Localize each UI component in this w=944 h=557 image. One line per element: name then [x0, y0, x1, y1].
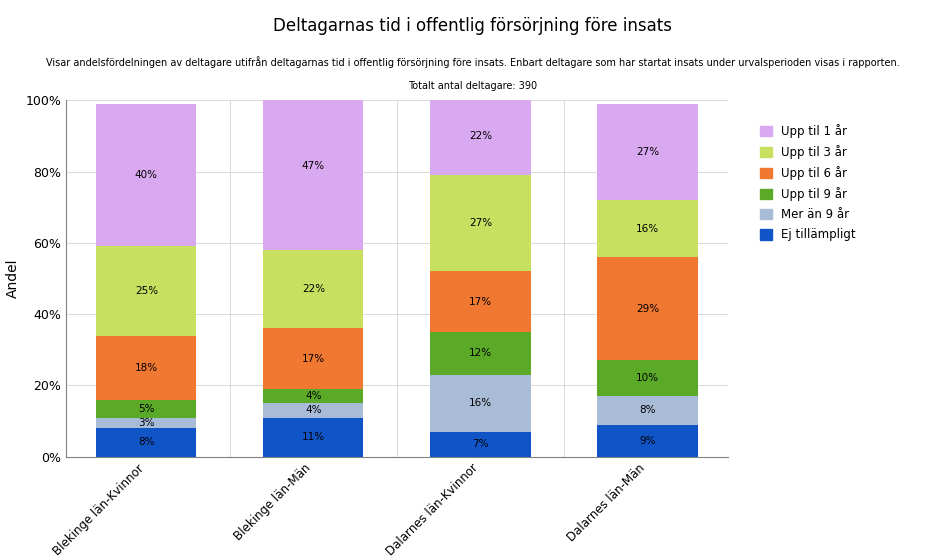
- Bar: [263, 389, 363, 403]
- Bar: [430, 432, 530, 457]
- Text: 4%: 4%: [305, 391, 321, 401]
- Bar: [263, 329, 363, 389]
- Text: 10%: 10%: [635, 373, 658, 383]
- Bar: [96, 246, 196, 335]
- Bar: [597, 257, 697, 360]
- Bar: [96, 428, 196, 457]
- Text: 11%: 11%: [301, 432, 325, 442]
- Text: 18%: 18%: [135, 363, 158, 373]
- Text: Totalt antal deltagare: 390: Totalt antal deltagare: 390: [408, 81, 536, 91]
- Bar: [263, 82, 363, 250]
- Bar: [430, 375, 530, 432]
- Bar: [96, 335, 196, 400]
- Bar: [263, 403, 363, 418]
- Bar: [597, 104, 697, 200]
- Text: 17%: 17%: [468, 297, 492, 307]
- Bar: [597, 360, 697, 396]
- Text: 4%: 4%: [305, 405, 321, 416]
- Legend: Upp til 1 år, Upp til 3 år, Upp til 6 år, Upp til 9 år, Mer än 9 år, Ej tillämpl: Upp til 1 år, Upp til 3 år, Upp til 6 år…: [759, 124, 855, 241]
- Bar: [597, 396, 697, 424]
- Bar: [430, 97, 530, 175]
- Text: 29%: 29%: [635, 304, 658, 314]
- Text: Visar andelsfördelningen av deltagare utifrån deltagarnas tid i offentlig försör: Visar andelsfördelningen av deltagare ut…: [45, 56, 899, 67]
- Text: 47%: 47%: [301, 161, 325, 171]
- Text: 8%: 8%: [138, 437, 155, 447]
- Bar: [597, 424, 697, 457]
- Bar: [96, 418, 196, 428]
- Text: 8%: 8%: [638, 405, 655, 416]
- Bar: [263, 250, 363, 329]
- Bar: [263, 418, 363, 457]
- Text: 27%: 27%: [635, 147, 658, 157]
- Bar: [96, 104, 196, 246]
- Text: 12%: 12%: [468, 348, 492, 358]
- Y-axis label: Andel: Andel: [6, 259, 20, 298]
- Text: 40%: 40%: [135, 170, 158, 180]
- Text: 17%: 17%: [301, 354, 325, 364]
- Text: 25%: 25%: [135, 286, 158, 296]
- Text: 27%: 27%: [468, 218, 492, 228]
- Text: 22%: 22%: [301, 284, 325, 294]
- Text: 16%: 16%: [635, 223, 658, 233]
- Text: 9%: 9%: [638, 436, 655, 446]
- Text: 22%: 22%: [468, 131, 492, 141]
- Text: 5%: 5%: [138, 404, 155, 414]
- Bar: [430, 175, 530, 271]
- Bar: [597, 200, 697, 257]
- Bar: [430, 271, 530, 332]
- Bar: [430, 332, 530, 375]
- Text: 3%: 3%: [138, 418, 155, 428]
- Text: 7%: 7%: [472, 439, 488, 449]
- Text: Deltagarnas tid i offentlig försörjning före insats: Deltagarnas tid i offentlig försörjning …: [273, 17, 671, 35]
- Text: 16%: 16%: [468, 398, 492, 408]
- Bar: [96, 400, 196, 418]
